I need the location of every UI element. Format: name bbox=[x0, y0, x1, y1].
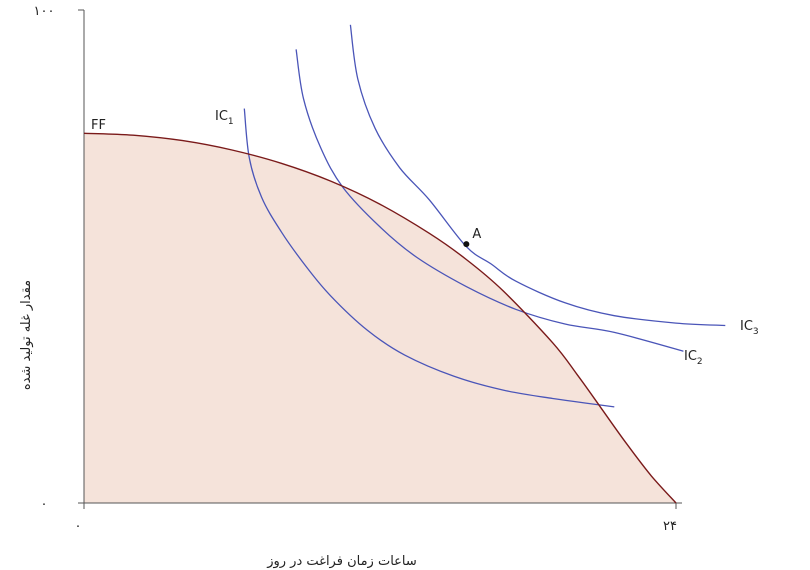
frontier-fill bbox=[84, 133, 676, 504]
x-tick-label-0: ۰ bbox=[75, 519, 82, 534]
indifference-curve-label-1: IC1 bbox=[215, 109, 234, 127]
indifference-curve-2 bbox=[295, 49, 684, 352]
y-tick-label-1: ۱۰۰ bbox=[34, 4, 55, 19]
y-axis-label: مقدار غله تولید شده bbox=[19, 280, 34, 390]
indifference-curve-label-2-subscript: 2 bbox=[697, 357, 703, 367]
point-a-label: A bbox=[472, 227, 481, 242]
y-tick-label-0: ۰ bbox=[41, 497, 48, 512]
indifference-curve-label-3-subscript: 3 bbox=[753, 327, 759, 337]
point-a bbox=[463, 241, 470, 248]
frontier-line bbox=[83, 132, 677, 504]
x-tick-label-1: ۲۴ bbox=[663, 519, 677, 534]
indifference-curve-label-3: IC3 bbox=[740, 319, 759, 337]
indifference-curve-3 bbox=[349, 24, 726, 327]
plot-area: ۰ ۲۴ ۰ ۱۰۰ IC1 IC2 IC3 FF A ساعات زمان فراغت در ر… bbox=[19, 4, 759, 569]
frontier-label: FF bbox=[91, 118, 106, 133]
indifference-curve-label-2: IC2 bbox=[684, 349, 703, 367]
x-axis-label: ساعات زمان فراغت در روز bbox=[266, 554, 417, 569]
indifference-curve-label-1-subscript: 1 bbox=[228, 117, 234, 127]
indifference-curve-1 bbox=[243, 108, 615, 408]
